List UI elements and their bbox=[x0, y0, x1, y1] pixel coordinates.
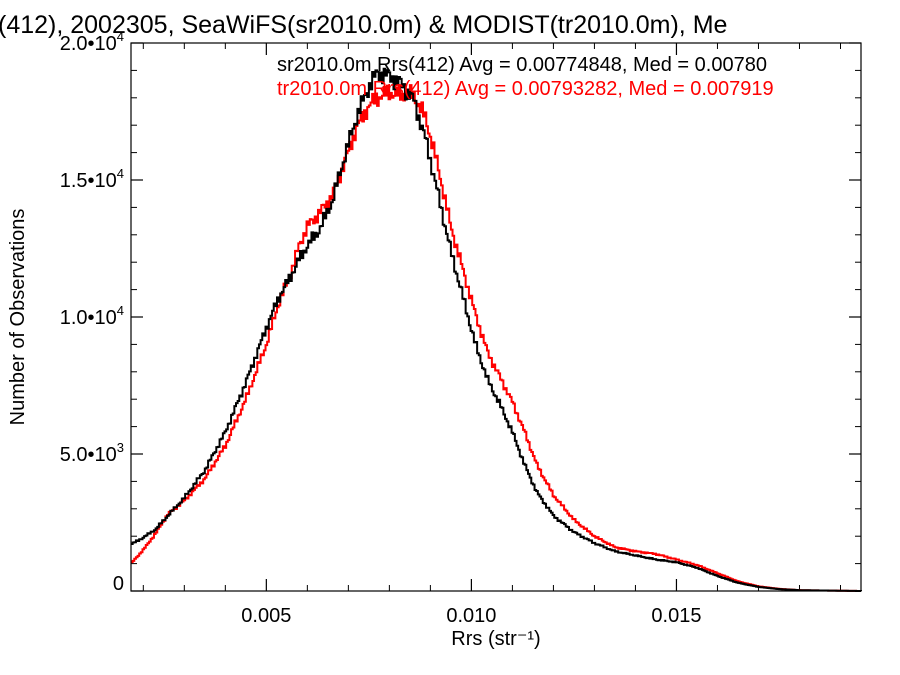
y-tick-exponent: 4 bbox=[117, 29, 124, 44]
legend-entry-1: tr2010.0m Rrs(412) Avg = 0.00793282, Med… bbox=[277, 78, 774, 100]
plot-frame bbox=[130, 42, 862, 592]
y-tick-exponent: 4 bbox=[117, 303, 124, 318]
legend: sr2010.0m Rrs(412) Avg = 0.00774848, Med… bbox=[277, 54, 774, 100]
y-tick-mantissa: 2.0•10 bbox=[60, 33, 117, 55]
legend-entry-0: sr2010.0m Rrs(412) Avg = 0.00774848, Med… bbox=[277, 54, 767, 76]
x-tick-label: 0.005 bbox=[241, 605, 291, 627]
y-tick-mantissa: 0 bbox=[113, 573, 124, 595]
y-tick-exponent: 3 bbox=[117, 440, 124, 455]
y-tick-mantissa: 1.0•10 bbox=[60, 307, 117, 329]
y-tick-label: 1.0•104 bbox=[60, 303, 124, 329]
x-axis-label: Rrs (str⁻¹) bbox=[451, 628, 540, 650]
x-tick-label: 0.010 bbox=[446, 605, 496, 627]
y-tick-label: 0 bbox=[113, 573, 124, 595]
chart-title: (412), 2002305, SeaWiFS(sr2010.0m) & MOD… bbox=[0, 11, 727, 39]
y-tick-mantissa: 1.5•10 bbox=[60, 170, 117, 192]
y-tick-mantissa: 5.0•10 bbox=[60, 444, 117, 466]
y-tick-label: 2.0•104 bbox=[60, 29, 124, 55]
y-axis-label: Number of Observations bbox=[7, 209, 29, 426]
series-line-0 bbox=[131, 67, 862, 592]
y-tick-exponent: 4 bbox=[117, 166, 124, 181]
y-tick-label: 5.0•103 bbox=[60, 440, 124, 466]
x-tick-label: 0.015 bbox=[651, 605, 701, 627]
series-line-1 bbox=[131, 84, 862, 592]
y-tick-label: 1.5•104 bbox=[60, 166, 124, 192]
series-layer bbox=[131, 67, 862, 592]
ticks-layer: 0.005 0.010 0.01505.0•1031.0•1041.5•1042.0… bbox=[60, 29, 861, 627]
